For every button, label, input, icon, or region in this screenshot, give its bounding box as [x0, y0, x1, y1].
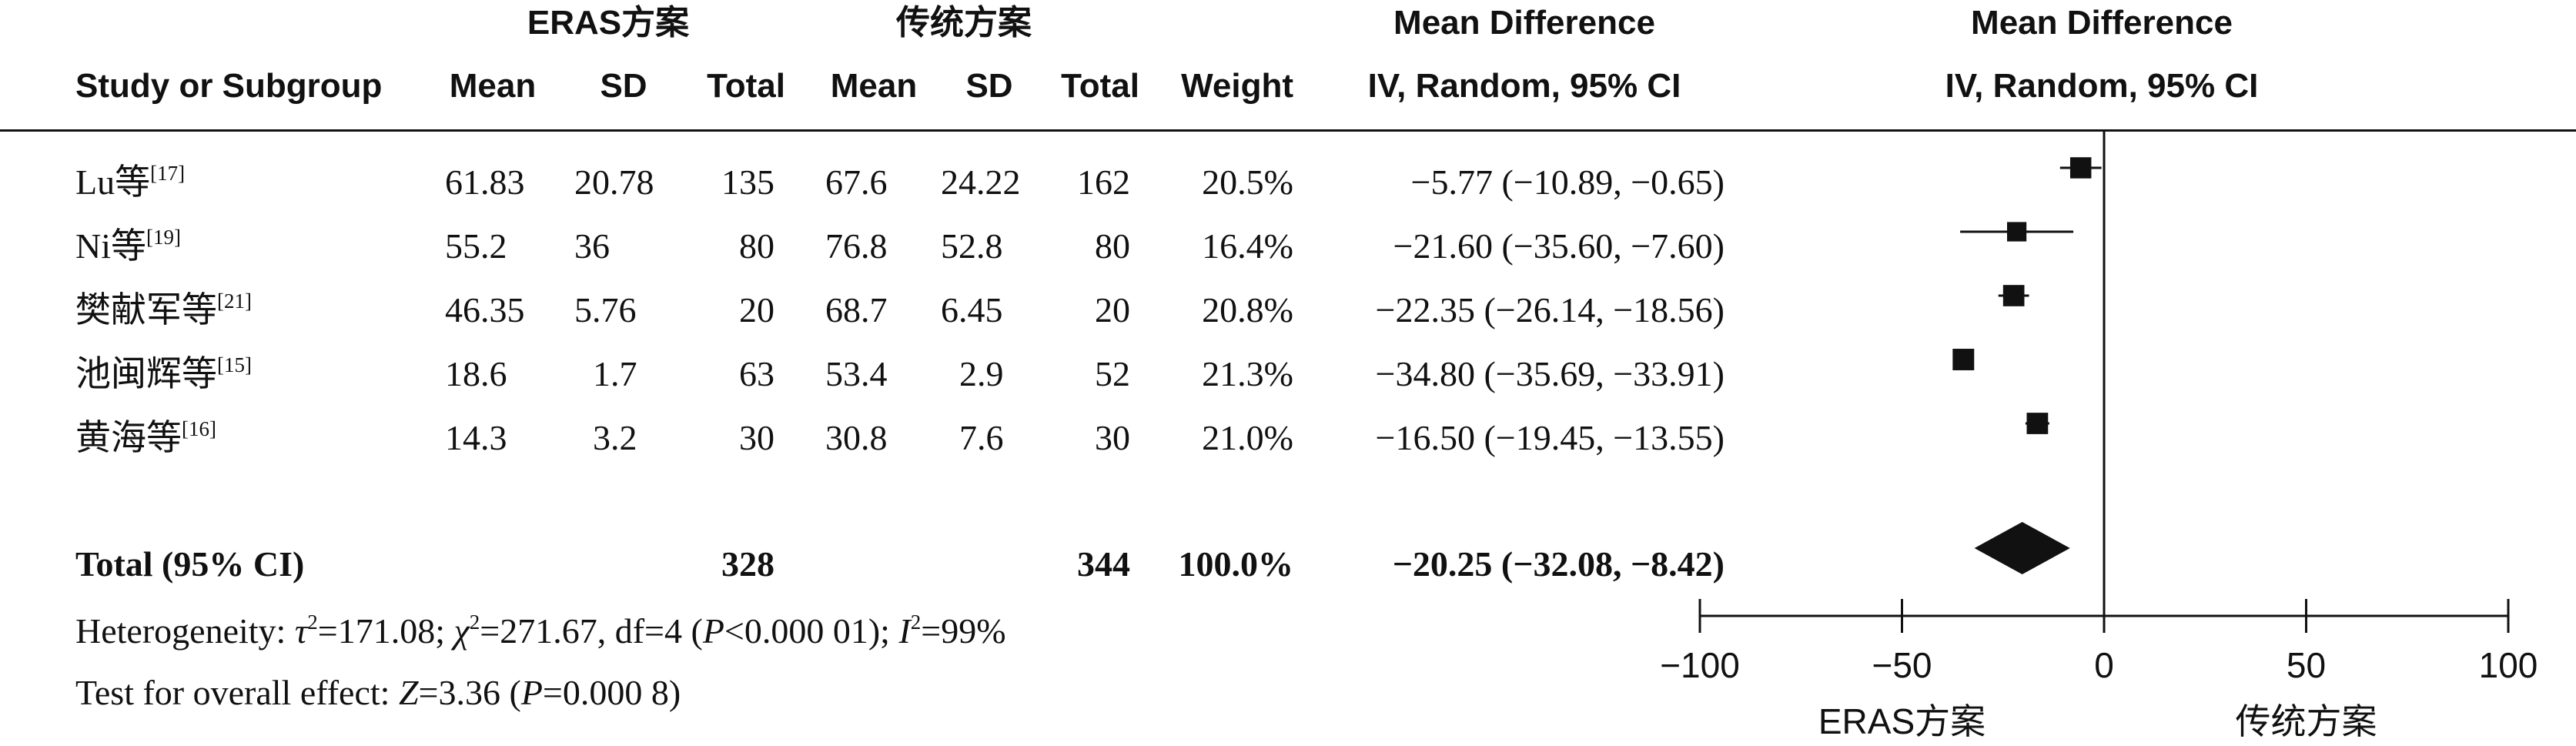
- mean2-column-header: Mean: [830, 67, 918, 105]
- mean-difference-header-plot: Mean Difference: [1971, 4, 2233, 42]
- sd2-cell: 2.9: [959, 354, 1004, 393]
- sd1-cell: 20.78: [574, 162, 654, 202]
- pooled-ci: −20.25 (−32.08, −8.42): [1392, 544, 1725, 584]
- mean2-cell: 53.4: [825, 354, 888, 393]
- total1-cell: 30: [739, 418, 774, 457]
- ci-cell: −22.35 (−26.14, −18.56): [1375, 290, 1725, 330]
- header-rule: [0, 129, 2576, 132]
- total2-sum: 344: [1077, 544, 1130, 584]
- ci-cell: −5.77 (−10.89, −0.65): [1410, 162, 1725, 202]
- heterogeneity-text: Heterogeneity: τ2=171.08; χ2=271.67, df=…: [75, 611, 1006, 651]
- ci-column-header-plot: IV, Random, 95% CI: [1945, 67, 2259, 105]
- sd2-cell: 6.45: [941, 290, 1003, 330]
- ci-cell: −34.80 (−35.69, −33.91): [1375, 354, 1725, 393]
- effect-square: [2002, 285, 2025, 306]
- sd2-cell: 7.6: [959, 418, 1004, 457]
- total2-cell: 162: [1077, 162, 1130, 202]
- total2-cell: 30: [1095, 418, 1130, 457]
- group-header-traditional: 传统方案: [896, 4, 1032, 42]
- mean1-cell: 46.35: [445, 290, 525, 330]
- weight-column-header: Weight: [1181, 67, 1293, 105]
- ci-column-header-table: IV, Random, 95% CI: [1367, 67, 1681, 105]
- study-name: Lu等[17]: [75, 162, 186, 202]
- ci-cell: −21.60 (−35.60, −7.60): [1393, 226, 1725, 266]
- weight-cell: 21.3%: [1202, 354, 1293, 393]
- sd1-cell: 5.76: [574, 290, 637, 330]
- sd2-cell: 24.22: [941, 162, 1021, 202]
- total1-column-header: Total: [707, 67, 785, 105]
- mean2-cell: 30.8: [825, 418, 888, 457]
- axis-label-right: 传统方案: [2236, 701, 2377, 741]
- mean2-cell: 67.6: [825, 162, 888, 202]
- overall-effect-text: Test for overall effect: Z=3.36 (P=0.000…: [75, 673, 681, 712]
- mean-difference-header-table: Mean Difference: [1393, 4, 1655, 42]
- study-name: 黄海等[16]: [75, 417, 216, 457]
- mean1-column-header: Mean: [449, 67, 537, 105]
- effect-square: [2026, 413, 2049, 434]
- sd1-cell: 3.2: [593, 418, 637, 457]
- total1-cell: 20: [739, 290, 774, 330]
- total-label: Total (95% CI): [75, 544, 305, 584]
- study-name: 池闽辉等[15]: [75, 353, 252, 393]
- x-tick-label: 50: [2287, 645, 2326, 685]
- study-name: Ni等[19]: [75, 226, 181, 266]
- mean1-cell: 61.83: [445, 162, 525, 202]
- sd1-column-header: SD: [600, 67, 647, 105]
- pooled-diamond: [1974, 522, 2070, 574]
- group-header-eras: ERAS方案: [527, 4, 690, 42]
- mean1-cell: 14.3: [445, 418, 507, 457]
- effect-square: [2007, 222, 2027, 242]
- total1-sum: 328: [721, 544, 774, 584]
- weight-cell: 20.8%: [1202, 290, 1293, 330]
- weight-cell: 20.5%: [1202, 162, 1293, 202]
- mean1-cell: 18.6: [445, 354, 507, 393]
- total2-column-header: Total: [1061, 67, 1139, 105]
- sd2-cell: 52.8: [941, 226, 1003, 266]
- total-weight: 100.0%: [1178, 544, 1294, 584]
- effect-square: [2069, 157, 2092, 179]
- effect-square: [1952, 349, 1975, 370]
- sd1-cell: 36: [574, 226, 610, 266]
- total1-cell: 63: [739, 354, 774, 393]
- sd2-column-header: SD: [965, 67, 1013, 105]
- total2-cell: 80: [1095, 226, 1130, 266]
- sd1-cell: 1.7: [593, 354, 637, 393]
- total1-cell: 80: [739, 226, 774, 266]
- total2-cell: 52: [1095, 354, 1130, 393]
- axis-label-left: ERAS方案: [1818, 701, 1986, 741]
- mean2-cell: 68.7: [825, 290, 888, 330]
- mean1-cell: 55.2: [445, 226, 507, 266]
- study-column-header: Study or Subgroup: [75, 67, 383, 105]
- ci-cell: −16.50 (−19.45, −13.55): [1375, 418, 1725, 457]
- x-tick-label: 0: [2094, 645, 2114, 685]
- weight-cell: 16.4%: [1202, 226, 1293, 266]
- mean2-cell: 76.8: [825, 226, 888, 266]
- x-tick-label: 100: [2479, 645, 2538, 685]
- x-tick-label: −100: [1660, 645, 1740, 685]
- total2-cell: 20: [1095, 290, 1130, 330]
- weight-cell: 21.0%: [1202, 418, 1293, 457]
- total1-cell: 135: [721, 162, 774, 202]
- study-name: 樊献军等[21]: [75, 289, 252, 330]
- x-tick-label: −50: [1872, 645, 1932, 685]
